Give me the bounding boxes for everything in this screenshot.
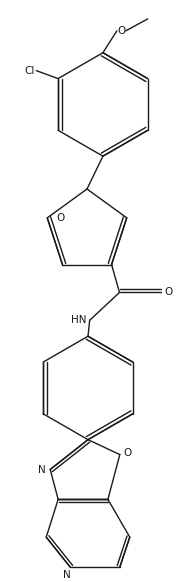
Text: Cl: Cl [24,66,34,76]
Text: N: N [38,464,46,474]
Text: O: O [118,26,126,36]
Text: O: O [164,288,173,297]
Text: O: O [124,448,132,457]
Text: N: N [63,570,71,580]
Text: O: O [56,213,64,223]
Text: HN: HN [71,315,87,325]
